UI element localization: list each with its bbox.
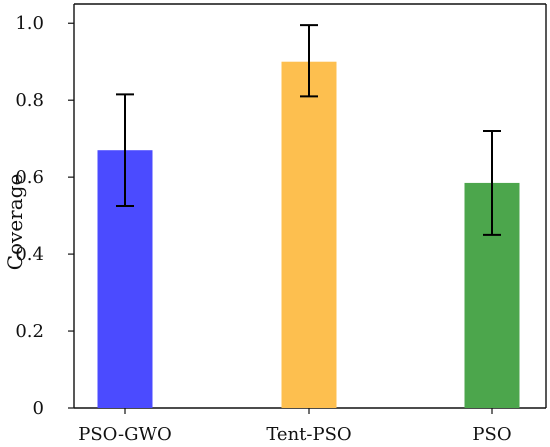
y-tick-label: 0.2 <box>15 321 44 342</box>
bar <box>281 61 337 408</box>
y-tick-label: 1.0 <box>15 13 44 34</box>
y-axis-title: Coverage <box>3 174 27 271</box>
y-axis-ticks: 0 0.2 0.4 0.6 0.8 1.0 <box>15 13 74 419</box>
y-tick-label: 0.8 <box>15 90 44 111</box>
error-bar <box>300 24 318 98</box>
x-tick-label: PSO-GWO <box>78 424 172 445</box>
error-bar <box>483 129 501 236</box>
x-tick-label: PSO <box>472 424 511 445</box>
y-tick-label: 0 <box>33 398 44 419</box>
error-bars <box>116 24 501 236</box>
x-tick-label: Tent-PSO <box>266 424 351 445</box>
bars <box>97 61 520 408</box>
y-tick-label: 0.6 <box>15 167 44 188</box>
y-tick-label: 0.4 <box>15 244 44 265</box>
x-axis-ticks: PSO-GWO Tent-PSO PSO <box>78 408 512 445</box>
error-bar <box>116 93 134 207</box>
